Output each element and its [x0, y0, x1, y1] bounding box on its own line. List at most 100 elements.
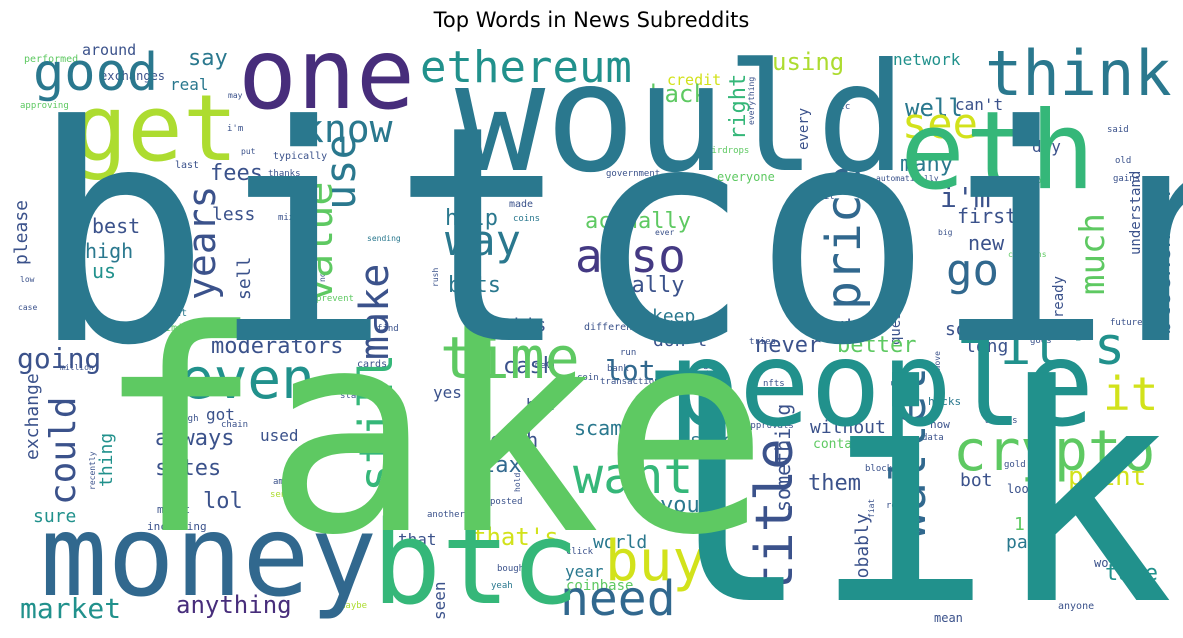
word-cash: cash — [503, 354, 556, 379]
word-even: even — [180, 347, 315, 412]
word-lot: lot — [605, 354, 656, 387]
word-ever: ever — [655, 228, 674, 237]
word-scam: scam — [574, 416, 622, 440]
word-value: value — [296, 182, 342, 302]
word-block: block — [865, 464, 893, 474]
word-one: one — [238, 18, 415, 132]
word-actually: actually — [585, 209, 691, 234]
word-every: every — [796, 108, 812, 150]
word-another: another — [427, 510, 466, 520]
word-i-m: i'm — [940, 181, 991, 214]
word-services: services — [469, 320, 527, 334]
chart-title: Top Words in News Subreddits — [433, 8, 750, 32]
word-using: using — [772, 48, 844, 76]
word-best: best — [92, 214, 140, 238]
word-tries: tries — [749, 337, 776, 347]
word-different: different — [584, 322, 638, 333]
word-assets: assets — [985, 416, 1018, 426]
word-fiat: fiat — [867, 499, 876, 518]
word-crypto: crypto — [953, 419, 1155, 484]
word-fake: fake — [95, 271, 769, 597]
word-going: going — [17, 342, 101, 375]
word-bot: bot — [960, 470, 993, 491]
word-thanks: thanks — [268, 169, 301, 179]
word-day: day — [1032, 137, 1061, 156]
word-long: long — [965, 336, 1008, 357]
word-remove: remove — [933, 351, 942, 380]
word-yeah: yeah — [491, 581, 513, 591]
word-really: really — [605, 273, 684, 298]
word-need: need — [560, 571, 676, 627]
word-chain: chain — [221, 420, 248, 430]
word-start: start — [340, 391, 367, 401]
word-work: work — [1094, 556, 1124, 570]
word-them: them — [808, 471, 861, 496]
word-exchange: exchange — [22, 373, 43, 460]
word-mev: mev — [535, 361, 551, 371]
word-tax: tax — [482, 453, 522, 478]
word-rush: rush — [431, 268, 440, 287]
word-amount: amount — [273, 477, 306, 487]
word-buy: buy — [605, 529, 706, 594]
word-now: now — [930, 418, 950, 431]
word-eth: eth — [900, 89, 1095, 214]
word-us: us — [92, 259, 116, 283]
word-also: also — [575, 229, 686, 283]
word-no: no — [318, 272, 327, 282]
word-anyone: anyone — [1058, 601, 1094, 612]
word-got: got — [206, 405, 235, 424]
word-year: year — [565, 562, 604, 581]
word-something: something — [771, 404, 795, 512]
word-concerns: concerns — [1008, 250, 1047, 259]
word-nfts: nfts — [763, 379, 785, 389]
word-great: great — [157, 308, 187, 319]
word-everyone: everyone — [717, 170, 775, 184]
word-things: things — [655, 181, 698, 195]
word-say: say — [188, 46, 228, 71]
word-get: get — [72, 75, 238, 182]
word-scams: scams — [779, 254, 804, 320]
word-sure: sure — [33, 506, 76, 527]
word-that-s: that's — [472, 523, 559, 551]
word-look: look — [1007, 482, 1037, 496]
word-new: new — [968, 231, 1005, 255]
word-case: case — [18, 303, 37, 312]
word-people: people — [668, 315, 1094, 453]
word-everything: everything — [747, 77, 756, 125]
word-without: without — [810, 417, 886, 438]
word-it-s: it's — [1000, 317, 1125, 377]
word-help: help — [445, 206, 498, 231]
word-would: would — [455, 32, 907, 206]
word-don-t: don't — [653, 330, 707, 351]
word-approvals: approvals — [745, 421, 794, 431]
word-goes: goes — [1030, 336, 1052, 346]
word-make: make — [352, 264, 398, 360]
word-claiming: claiming — [147, 323, 195, 334]
word-it: it — [1103, 367, 1158, 421]
word-ethereum: ethereum — [420, 42, 632, 93]
word-high: high — [85, 239, 133, 263]
word-i-m: i'm — [227, 124, 243, 134]
word-anything: anything — [176, 591, 292, 619]
word-gold: gold — [1004, 460, 1026, 470]
word-thing: thing — [96, 433, 117, 487]
word-someone: someone — [945, 319, 1021, 340]
word-coins: coins — [513, 214, 540, 224]
word-transactions: transactions — [600, 377, 665, 387]
word-big: big — [938, 228, 953, 237]
word-know: know — [301, 107, 393, 151]
word-always: always — [155, 426, 234, 451]
word-transaction: transaction — [701, 360, 710, 413]
word-yes: yes — [433, 383, 462, 402]
word-better: better — [837, 333, 916, 358]
word-though: though — [832, 174, 865, 184]
word-click: click — [566, 547, 594, 557]
word-used: used — [260, 426, 299, 445]
word-coin: coin — [577, 373, 599, 383]
word-good: good — [33, 43, 158, 103]
word-performed: performed — [24, 54, 78, 65]
word-hacks: hacks — [928, 395, 961, 408]
word-go: go — [946, 245, 999, 296]
word-1: 1 — [1014, 514, 1025, 535]
word-typically: typically — [273, 151, 327, 162]
